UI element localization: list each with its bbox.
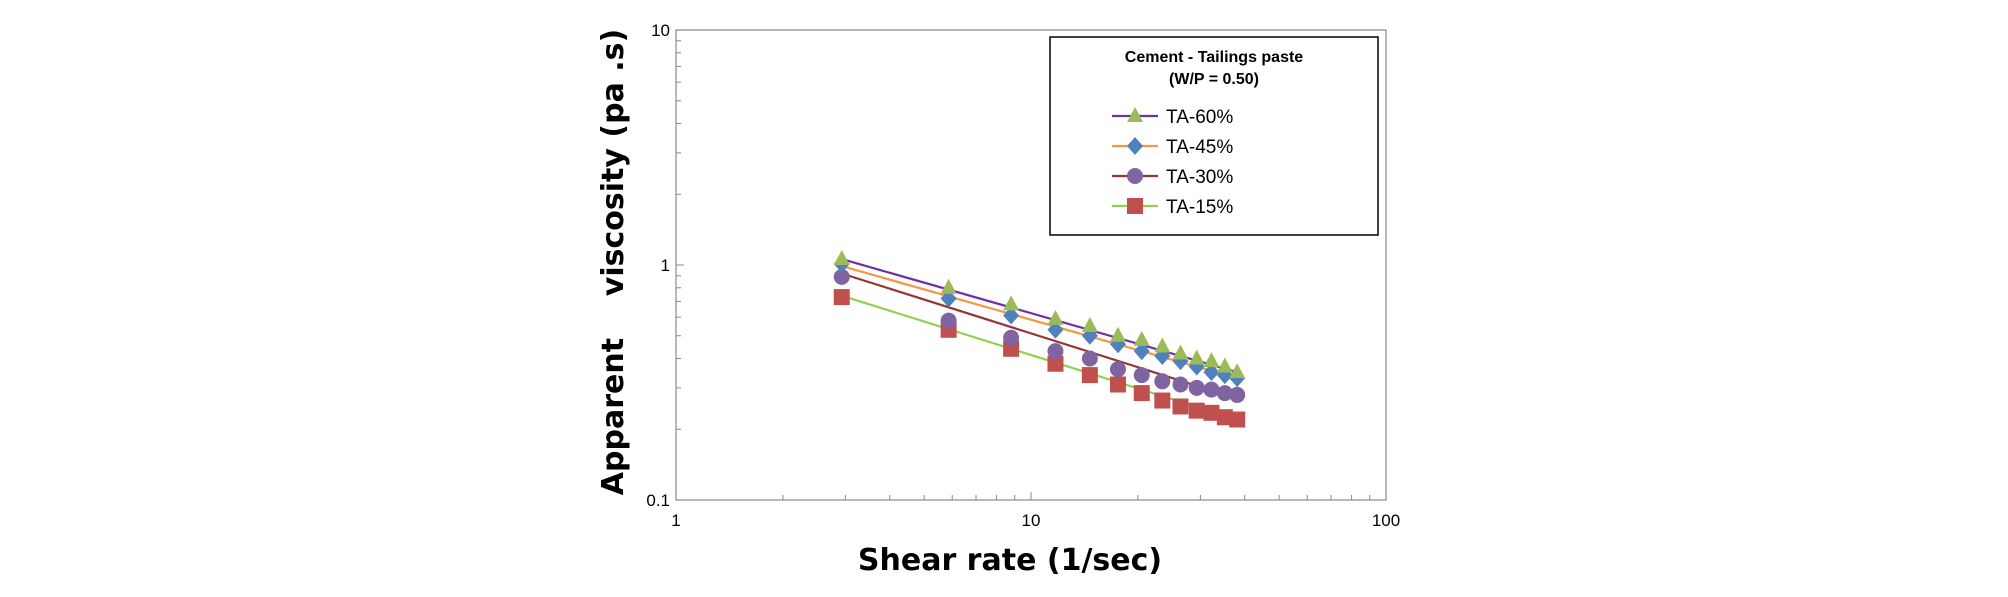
data-point bbox=[940, 289, 957, 308]
data-point bbox=[1003, 306, 1020, 325]
legend-subtitle: (W/P = 0.50) bbox=[1169, 71, 1259, 88]
data-point bbox=[1203, 404, 1220, 421]
fit-line-ta-45pct bbox=[841, 264, 1238, 380]
data-point bbox=[1003, 340, 1020, 357]
x-tick-label: 1 bbox=[671, 511, 680, 530]
series-ta-30pct bbox=[833, 268, 1246, 403]
data-point bbox=[1109, 376, 1126, 393]
data-point bbox=[1203, 363, 1220, 382]
legend-title: Cement - Tailings paste bbox=[1125, 49, 1304, 66]
data-point bbox=[1047, 355, 1064, 372]
data-point bbox=[940, 312, 957, 329]
y-tick-label: 1 bbox=[661, 256, 670, 275]
data-point bbox=[1047, 320, 1064, 339]
legend-marker bbox=[1127, 107, 1143, 122]
fit-line-ta-30pct bbox=[841, 272, 1238, 400]
data-point bbox=[1172, 398, 1189, 415]
data-point bbox=[1188, 379, 1205, 396]
data-point bbox=[1081, 367, 1098, 384]
legend-label: TA-15% bbox=[1166, 197, 1233, 218]
data-point bbox=[1133, 385, 1150, 402]
data-point bbox=[1133, 342, 1150, 361]
data-point bbox=[1154, 373, 1171, 390]
data-point bbox=[1216, 409, 1233, 426]
data-point bbox=[1081, 350, 1098, 367]
legend-marker bbox=[1127, 198, 1143, 214]
series-ta-15pct bbox=[833, 289, 1246, 428]
data-point bbox=[1216, 385, 1233, 402]
data-point bbox=[1216, 357, 1233, 373]
legend-label: TA-45% bbox=[1166, 137, 1233, 158]
data-point bbox=[940, 278, 957, 294]
data-point bbox=[1203, 381, 1220, 398]
fit-line-ta-15pct bbox=[841, 294, 1238, 421]
legend: Cement - Tailings paste (W/P = 0.50) TA-… bbox=[1049, 36, 1379, 236]
y-tick-label: 0.1 bbox=[646, 491, 670, 510]
legend-marker bbox=[1127, 168, 1143, 184]
legend-label: TA-60% bbox=[1166, 107, 1233, 128]
data-point bbox=[1203, 352, 1220, 368]
data-point bbox=[1188, 402, 1205, 419]
data-point bbox=[1172, 344, 1189, 360]
data-point bbox=[1154, 392, 1171, 409]
x-tick-label: 10 bbox=[1022, 511, 1041, 530]
data-point bbox=[1229, 386, 1246, 403]
data-point bbox=[833, 289, 850, 306]
x-axis-title: Shear rate (1/sec) bbox=[858, 543, 1162, 578]
data-point bbox=[1133, 330, 1150, 346]
data-point bbox=[1003, 329, 1020, 346]
data-point bbox=[1133, 367, 1150, 384]
legend-label: TA-30% bbox=[1166, 167, 1233, 188]
y-tick-label: 10 bbox=[651, 21, 670, 40]
data-point bbox=[1047, 343, 1064, 360]
data-point bbox=[1109, 326, 1126, 342]
data-point bbox=[1172, 376, 1189, 393]
data-point bbox=[1081, 317, 1098, 333]
data-point bbox=[1003, 295, 1020, 311]
legend-items: TA-60% TA-45% TA-30% TA-15% bbox=[1112, 107, 1233, 218]
series-fit-lines bbox=[841, 257, 1238, 421]
legend-marker bbox=[1127, 137, 1143, 155]
legend-box bbox=[1049, 36, 1379, 236]
y-axis-title: Apparent viscosity (pa .s) bbox=[596, 29, 631, 495]
fit-line-ta-60pct bbox=[841, 257, 1238, 374]
x-tick-label: 100 bbox=[1372, 511, 1400, 530]
data-point bbox=[833, 268, 850, 285]
data-point bbox=[1154, 337, 1171, 353]
data-point bbox=[1229, 363, 1246, 379]
data-point bbox=[833, 250, 850, 266]
series-ta-60pct bbox=[833, 250, 1246, 379]
data-point bbox=[1047, 309, 1064, 325]
data-point bbox=[1109, 361, 1126, 378]
data-point bbox=[1229, 411, 1246, 428]
data-point bbox=[1188, 349, 1205, 365]
series-markers bbox=[833, 250, 1246, 428]
